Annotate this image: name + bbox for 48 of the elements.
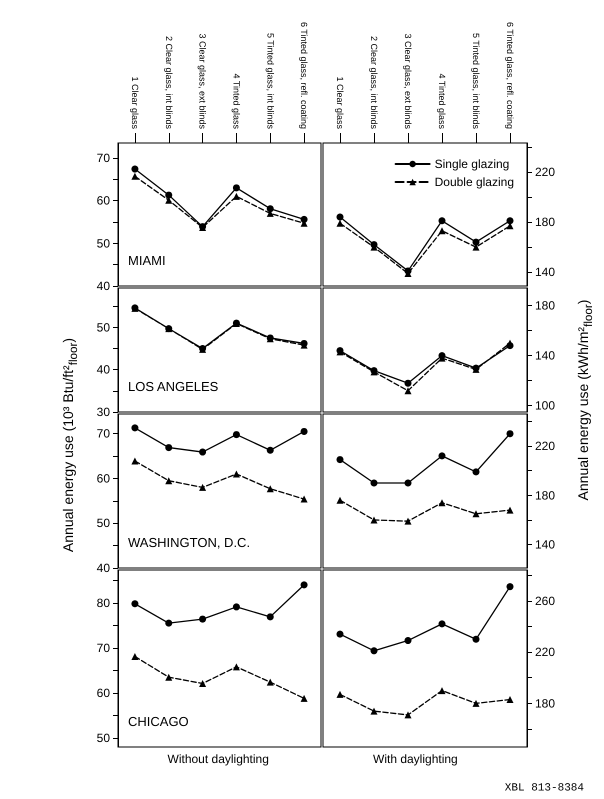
y-tick-label: 60 [96, 471, 110, 486]
y-tick-label: 50 [96, 320, 110, 334]
x-tick-label: 4 Tinted glass [231, 73, 242, 130]
x-tick-label: 4 Tinted glass [437, 73, 447, 130]
y-tick-label: 70 [96, 640, 110, 655]
y-tick-label: 220 [535, 645, 556, 660]
y-tick-label: 70 [96, 150, 110, 165]
y-tick-label: 40 [96, 279, 110, 293]
annotation: CHICAGO [128, 714, 189, 729]
y-tick-label: 60 [96, 194, 110, 208]
y-tick-label: 140 [535, 538, 556, 552]
annotation: MIAMI [128, 253, 166, 268]
y-tick-label: 180 [535, 215, 556, 230]
y-tick-label: 50 [96, 516, 110, 530]
annotation: WASHINGTON, D.C. [128, 535, 250, 550]
y-tick-label: 80 [96, 596, 110, 610]
x-tick-label: 1 Clear glass [130, 76, 140, 130]
y-tick-label: 40 [96, 362, 110, 377]
x-tick-label: 6 Tinted glass, refl. coating [505, 22, 515, 129]
y-tick-label: 140 [535, 265, 556, 280]
legend-label: Double glazing [434, 175, 514, 189]
text: With daylighting [373, 752, 458, 766]
x-tick-label: 2 Clear glass, int blinds [164, 36, 174, 130]
text: Without daylighting [168, 752, 269, 766]
y-tick-label: 100 [535, 398, 556, 413]
y-tick-label: 50 [96, 236, 110, 250]
y-tick-label: 70 [96, 426, 110, 441]
annotation: LOS ANGELES [128, 379, 219, 394]
y-tick-label: 260 [535, 594, 556, 608]
x-tick-label: 1 Clear glass [335, 76, 345, 130]
x-tick-label: 5 Tinted glass, int blinds [265, 32, 276, 130]
text: XBL 813-8384 [504, 782, 584, 794]
y-tick-label: 50 [96, 730, 110, 745]
y-tick-label: 180 [535, 298, 556, 313]
y-tick-label: 220 [535, 439, 556, 454]
y-tick-label: 40 [96, 561, 110, 575]
y-tick-label: 140 [535, 348, 556, 363]
y-tick-label: 180 [535, 696, 556, 710]
y-tick-label: 30 [96, 405, 110, 419]
x-tick-label: 5 Tinted glass, int blinds [471, 32, 481, 130]
y-tick-label: 60 [96, 686, 110, 700]
x-tick-label: 6 Tinted glass, refl. coating [299, 22, 310, 129]
x-tick-label: 3 Clear glass, ext blinds [403, 33, 413, 130]
y-tick-label: 180 [535, 488, 556, 502]
legend-label: Single glazing [434, 157, 510, 171]
x-tick-label: 2 Clear glass, int blinds [369, 36, 379, 130]
y-tick-label: 220 [535, 164, 556, 179]
x-tick-label: 3 Clear glass, ext blinds [198, 33, 208, 130]
